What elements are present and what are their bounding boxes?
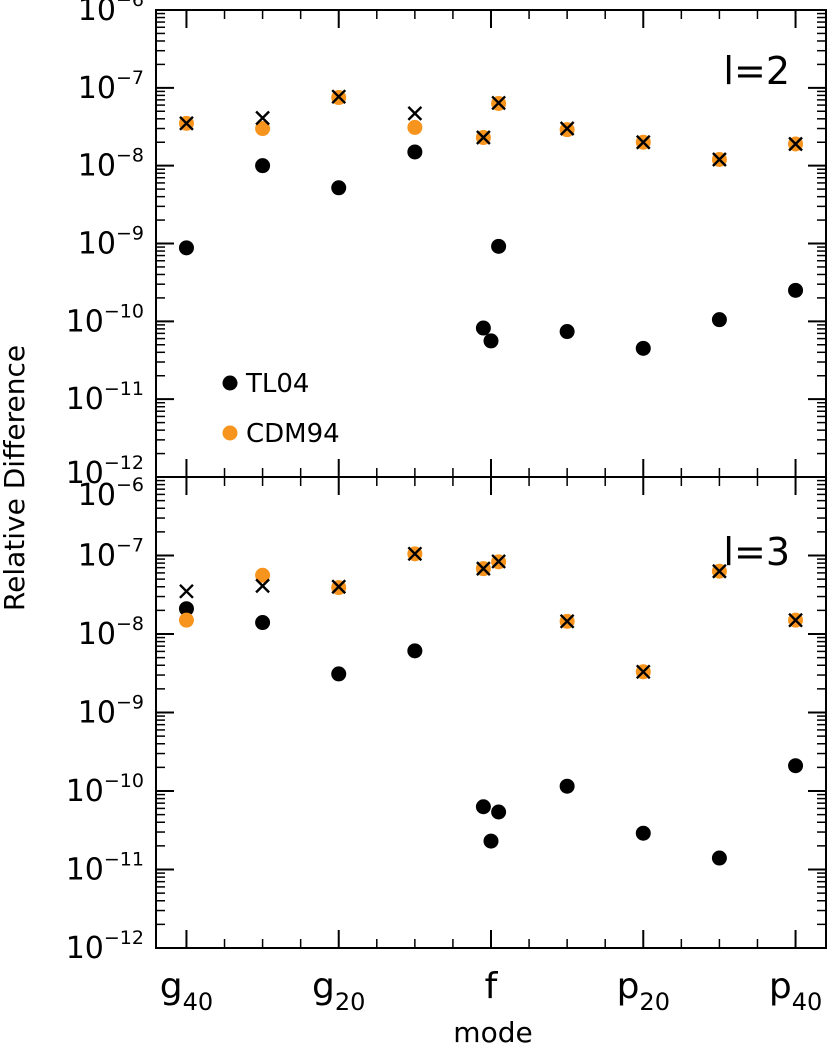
x-tick-label: g20 (312, 966, 365, 1016)
point-model-cross (407, 106, 423, 121)
point-tl04 (178, 601, 194, 617)
legend-marker-tl04 (222, 375, 238, 391)
y-tick-label: 10−8 (78, 145, 144, 184)
point-model-cross (788, 136, 803, 152)
point-model-cross (179, 583, 194, 599)
y-tick-label: 10−8 (78, 613, 144, 652)
point-tl04 (635, 340, 651, 356)
point-model-cross (179, 115, 194, 131)
point-tl04 (491, 238, 507, 254)
point-model-cross (559, 121, 575, 136)
point-tl04 (483, 833, 499, 849)
point-tl04 (483, 333, 499, 349)
point-cdm94 (255, 121, 271, 137)
point-model-cross (331, 579, 347, 595)
point-model-cross (255, 110, 270, 126)
panel-label: l=2 (723, 49, 790, 93)
panel-label: l=3 (723, 530, 790, 574)
point-model-cross (407, 546, 423, 562)
point-tl04 (475, 799, 491, 815)
panel-l3: 10−12 10−11 10−10 10−9 10−8 10−7 10−6 l=3 (66, 474, 827, 966)
panel-l2: 10−12 10−11 10−10 10−9 10−8 10−7 10−6 l=2 TL04 CD… (66, 0, 827, 491)
y-tick-label: 10−10 (66, 770, 144, 809)
legend-label-tl04: TL04 (245, 369, 309, 399)
point-tl04 (559, 778, 575, 794)
point-tl04 (788, 282, 804, 298)
point-model-cross (559, 613, 575, 629)
legend-marker-cdm94 (222, 425, 238, 441)
x-tick-label: g40 (160, 966, 213, 1016)
point-tl04 (475, 320, 491, 336)
point-model-cross (712, 152, 727, 167)
y-tick-label: 10−12 (66, 927, 144, 966)
point-tl04 (635, 825, 651, 841)
point-tl04 (255, 615, 271, 631)
point-cdm94 (407, 119, 423, 135)
y-tick-label: 10−6 (78, 0, 144, 28)
point-tl04 (407, 144, 423, 160)
y-tick-label: 10−12 (66, 452, 144, 491)
point-tl04 (255, 158, 271, 174)
x-axis-label: mode (453, 1016, 532, 1049)
point-model-cross (712, 563, 727, 579)
y-tick-label: 10−6 (78, 474, 144, 513)
y-tick-label: 10−11 (66, 378, 144, 417)
y-tick-label: 10−7 (78, 535, 144, 574)
point-model-cross (491, 554, 506, 569)
point-model-cross (635, 134, 651, 150)
point-cdm94 (178, 612, 194, 628)
point-tl04 (559, 324, 575, 340)
x-tick-label: f (485, 966, 499, 1007)
point-model-cross (635, 664, 651, 680)
x-tick-labels: g40 g20 f p20 p40 (160, 966, 822, 1016)
point-tl04 (491, 804, 507, 820)
point-model-cross (491, 95, 506, 111)
y-axis-label: Relative Difference (0, 345, 31, 611)
x-tick-label: p40 (769, 966, 822, 1016)
point-tl04 (407, 643, 423, 659)
x-tick-label: p20 (617, 966, 670, 1016)
y-tick-label: 10−11 (66, 849, 144, 888)
point-model-cross (788, 612, 803, 628)
y-tick-label: 10−7 (78, 67, 144, 106)
y-tick-label: 10−9 (78, 223, 144, 262)
point-model-cross (476, 561, 491, 576)
point-model-cross (331, 89, 347, 105)
point-tl04 (711, 312, 727, 328)
y-tick-label: 10−10 (66, 300, 144, 339)
y-tick-label: 10−9 (78, 692, 144, 731)
legend-label-cdm94: CDM94 (246, 419, 340, 449)
point-tl04 (788, 758, 804, 774)
point-tl04 (331, 666, 347, 682)
point-cdm94 (255, 567, 271, 583)
point-tl04 (711, 850, 727, 866)
point-tl04 (331, 180, 347, 196)
point-tl04 (178, 240, 194, 256)
legend: TL04 CDM94 (222, 369, 340, 449)
point-model-cross (255, 578, 270, 594)
point-model-cross (476, 130, 491, 145)
